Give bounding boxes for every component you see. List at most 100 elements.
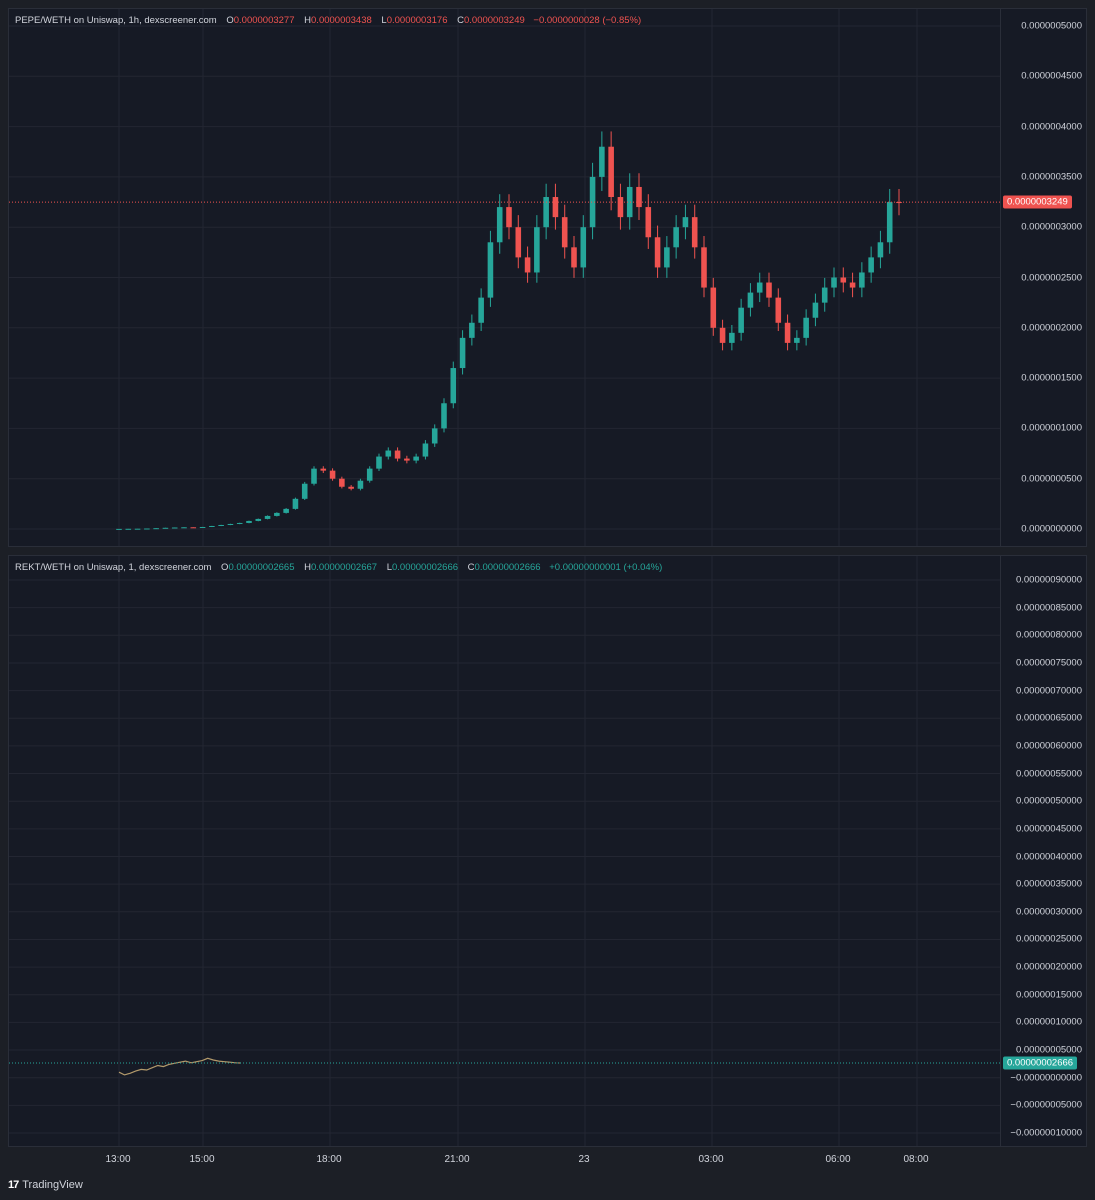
rekt-price-tick: 0.00000075000: [1015, 657, 1082, 669]
pepe-candle-body: [738, 307, 744, 333]
rekt-price-tick: 0.00000050000: [1015, 795, 1082, 807]
pepe-candle-body: [199, 526, 206, 528]
pepe-candle-body: [246, 520, 252, 523]
tradingview-logo-icon: 17: [8, 1179, 19, 1191]
rekt-symbol: REKT/WETH on Uniswap, 1, dexscreener.com: [15, 562, 212, 573]
pepe-candle-body: [682, 217, 689, 228]
pepe-candle-body: [756, 282, 763, 293]
time-axis[interactable]: 13:00 15:00 18:00 21:00 23 03:00 06:00 08:00: [8, 1147, 999, 1173]
pepe-candle-body: [255, 518, 262, 521]
pepe-candle-body: [719, 327, 726, 343]
pepe-price-tick: 0.0000004500: [1021, 70, 1082, 82]
pepe-candle-body: [691, 217, 698, 248]
tradingview-brand[interactable]: 17 TradingView: [8, 1179, 83, 1191]
pepe-candle-body: [645, 207, 652, 238]
pepe-candle-body: [886, 202, 893, 243]
rekt-price-tick: 0.00000020000: [1015, 961, 1082, 973]
pepe-candle-body: [552, 197, 559, 218]
rekt-price-tick: 0.00000015000: [1015, 989, 1082, 1001]
time-label: 15:00: [189, 1154, 215, 1165]
pepe-candle-body: [561, 217, 568, 248]
pepe-candle-body: [357, 480, 364, 489]
pepe-candle-body: [859, 272, 865, 288]
pepe-price-tick: 0.0000001500: [1021, 372, 1082, 384]
pepe-candle-body: [292, 498, 299, 509]
pepe-candle-body: [329, 470, 336, 479]
pepe-candle-body: [589, 176, 596, 228]
pepe-candle-body: [849, 282, 856, 288]
rekt-price-tick: −0.00000010000: [1010, 1127, 1082, 1139]
rekt-price-tick: 0.00000055000: [1015, 768, 1082, 780]
pepe-candle-body: [877, 242, 884, 258]
rekt-open-label: O: [221, 562, 229, 573]
pepe-candle-body: [710, 287, 717, 328]
pepe-price-tick: 0.0000002500: [1021, 272, 1082, 283]
rekt-price-tick: 0.00000090000: [1015, 574, 1082, 586]
pepe-price-tick: 0.0000005000: [1021, 20, 1082, 32]
pepe-candle-body: [487, 242, 494, 298]
rekt-last-price-tag: 0.00000002666: [1003, 1056, 1078, 1070]
time-label: 06:00: [825, 1154, 851, 1165]
pepe-candle-body: [339, 478, 345, 487]
pepe-candle-body: [441, 403, 447, 429]
rekt-price-tick: 0.00000040000: [1015, 851, 1082, 862]
pepe-candle-body: [218, 524, 224, 526]
rekt-price-tick: 0.00000080000: [1015, 629, 1082, 641]
pepe-low: 0.0000003176: [386, 15, 448, 26]
pepe-candle-body: [162, 527, 169, 529]
pepe-candle-body: [747, 292, 754, 308]
pepe-candle-body: [534, 227, 540, 273]
pepe-price-tick: 0.0000001000: [1021, 422, 1082, 434]
pepe-high-label: H: [304, 15, 312, 26]
pepe-candle-body: [868, 257, 874, 273]
pepe-candle-body: [831, 277, 837, 288]
rekt-price-tick: −0.00000005000: [1010, 1099, 1082, 1111]
pepe-candle-body: [580, 227, 587, 268]
pepe-price-scale[interactable]: 0.0000003249 0.0000005000 0.0000004500 0.0…: [1000, 9, 1088, 546]
rekt-change: +0.00000000001 (+0.04%): [549, 562, 663, 573]
time-label: 13:00: [105, 1154, 131, 1165]
pepe-candle-body: [209, 525, 215, 527]
rekt-low: 0.00000002666: [391, 562, 459, 573]
pepe-candle-body: [413, 456, 419, 461]
rekt-price-scale[interactable]: 0.00000002666 0.00000090000 0.00000085000…: [1000, 556, 1088, 1146]
pepe-candle-body: [301, 483, 308, 499]
pepe-last-price-tag: 0.0000003249: [1003, 195, 1072, 209]
pepe-price-tick: 0.0000003500: [1021, 171, 1082, 183]
rekt-high: 0.00000002667: [311, 562, 378, 573]
pepe-candles-plot[interactable]: [9, 9, 1000, 546]
pepe-candle-body: [729, 332, 735, 343]
pepe-candle-body: [506, 207, 512, 228]
pepe-candle-body: [617, 197, 624, 218]
pepe-candle-body: [673, 227, 679, 248]
pepe-candle-body: [896, 202, 902, 204]
pepe-candle-body: [376, 456, 382, 469]
pepe-candle-body: [190, 527, 197, 529]
rekt-price-tick: 0.00000065000: [1015, 712, 1082, 724]
pepe-candle-body: [794, 337, 800, 343]
pepe-open-label: O: [226, 15, 234, 26]
pepe-candle-body: [803, 317, 809, 338]
pepe-candle-body: [450, 368, 457, 404]
rekt-low-label: L: [386, 562, 392, 573]
pepe-chart-pane[interactable]: PEPE/WETH on Uniswap, 1h, dexscreener.co…: [8, 8, 1087, 547]
pepe-candle-body: [171, 527, 178, 529]
time-label: 03:00: [698, 1154, 724, 1165]
pepe-candle-body: [626, 186, 633, 218]
pepe-low-label: L: [381, 15, 387, 26]
pepe-candle-body: [775, 297, 782, 323]
rekt-price-tick: 0.00000085000: [1015, 602, 1082, 614]
rekt-price-line: [118, 1057, 242, 1076]
pepe-candle-body: [394, 450, 401, 459]
pepe-candle-body: [496, 207, 503, 243]
pepe-close: 0.0000003249: [464, 15, 525, 26]
pepe-candle-body: [153, 528, 159, 530]
rekt-chart-pane[interactable]: REKT/WETH on Uniswap, 1, dexscreener.com…: [8, 555, 1087, 1147]
rekt-high-label: H: [304, 562, 311, 573]
pepe-candle-body: [459, 337, 466, 369]
rekt-price-tick: 0.00000025000: [1015, 933, 1082, 945]
pepe-candle-body: [125, 528, 132, 530]
pepe-candle-body: [422, 443, 429, 457]
rekt-price-tick: 0.00000045000: [1015, 823, 1082, 835]
rekt-line-plot[interactable]: [9, 556, 1000, 1146]
